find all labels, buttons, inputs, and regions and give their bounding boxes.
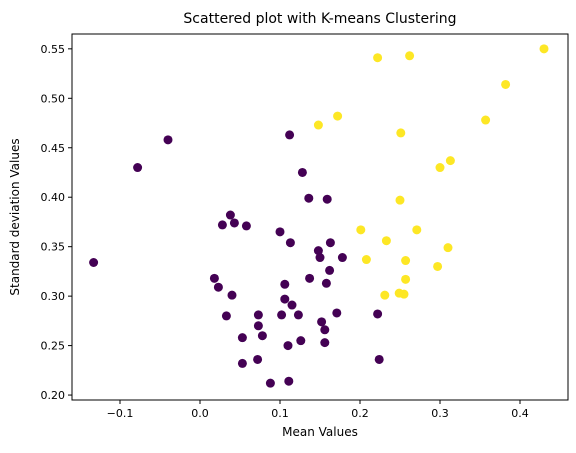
data-point-cluster-1 xyxy=(399,289,409,299)
data-point-cluster-0 xyxy=(89,258,99,267)
data-point-cluster-0 xyxy=(241,221,251,231)
data-point-cluster-0 xyxy=(287,300,297,310)
y-tick-label: 0.35 xyxy=(41,241,66,254)
data-point-cluster-0 xyxy=(253,321,263,331)
x-tick-label: 0.0 xyxy=(191,407,209,420)
x-tick-label: 0.3 xyxy=(431,407,449,420)
points-layer xyxy=(89,44,549,388)
data-point-cluster-1 xyxy=(395,195,405,205)
data-point-cluster-0 xyxy=(374,354,384,364)
y-axis-label: Standard deviation Values xyxy=(8,138,22,295)
y-axis-ticks: 0.20 0.25 0.30 0.35 0.40 0.45 0.50 0.55 xyxy=(41,43,72,402)
x-tick-label: 0.2 xyxy=(351,407,369,420)
y-tick-label: 0.50 xyxy=(41,92,66,105)
x-tick-label: 0.1 xyxy=(271,407,289,420)
data-point-cluster-0 xyxy=(317,317,327,327)
data-point-cluster-1 xyxy=(313,120,323,130)
data-point-cluster-0 xyxy=(315,253,325,263)
data-point-cluster-0 xyxy=(227,290,237,300)
data-point-cluster-1 xyxy=(481,115,491,125)
y-tick-label: 0.40 xyxy=(41,191,66,204)
data-point-cluster-1 xyxy=(433,261,443,271)
data-point-cluster-0 xyxy=(313,246,323,256)
data-point-cluster-0 xyxy=(275,227,285,237)
data-point-cluster-0 xyxy=(221,311,231,321)
data-point-cluster-0 xyxy=(284,376,294,386)
data-point-cluster-0 xyxy=(283,341,293,351)
data-point-cluster-1 xyxy=(443,243,453,253)
y-tick-label: 0.20 xyxy=(41,389,66,402)
y-tick-label: 0.25 xyxy=(41,340,66,353)
data-point-cluster-0 xyxy=(163,135,173,145)
data-point-cluster-0 xyxy=(225,210,235,220)
data-point-cluster-0 xyxy=(209,273,219,283)
data-point-cluster-1 xyxy=(435,163,445,173)
data-point-cluster-1 xyxy=(412,225,422,235)
data-point-cluster-1 xyxy=(381,236,391,246)
data-point-cluster-0 xyxy=(213,282,223,292)
data-point-cluster-0 xyxy=(285,130,295,140)
data-point-cluster-0 xyxy=(305,273,315,283)
data-point-cluster-1 xyxy=(501,79,511,89)
x-axis-label: Mean Values xyxy=(282,425,358,439)
data-point-cluster-1 xyxy=(380,290,390,300)
data-point-cluster-0 xyxy=(320,325,330,335)
data-point-cluster-0 xyxy=(332,308,342,318)
data-point-cluster-0 xyxy=(237,358,247,368)
data-point-cluster-0 xyxy=(297,167,307,177)
data-point-cluster-0 xyxy=(229,218,239,228)
data-point-cluster-0 xyxy=(322,194,332,204)
data-point-cluster-0 xyxy=(325,238,335,248)
data-point-cluster-0 xyxy=(337,253,347,263)
data-point-cluster-0 xyxy=(320,338,330,348)
data-point-cluster-0 xyxy=(293,310,303,320)
data-point-cluster-0 xyxy=(280,294,290,304)
data-point-cluster-0 xyxy=(133,163,143,173)
data-point-cluster-0 xyxy=(325,265,335,275)
data-point-cluster-0 xyxy=(373,309,383,319)
data-point-cluster-1 xyxy=(401,256,411,266)
data-point-cluster-1 xyxy=(405,51,415,61)
data-point-cluster-1 xyxy=(333,111,343,121)
x-axis-ticks: −0.1 0.0 0.1 0.2 0.3 0.4 xyxy=(107,400,529,420)
y-tick-label: 0.45 xyxy=(41,142,66,155)
y-tick-label: 0.55 xyxy=(41,43,66,56)
x-tick-label: 0.4 xyxy=(511,407,529,420)
data-point-cluster-0 xyxy=(253,354,263,364)
data-point-cluster-1 xyxy=(445,156,455,166)
data-point-cluster-0 xyxy=(217,220,227,230)
data-point-cluster-0 xyxy=(296,336,306,346)
data-point-cluster-0 xyxy=(304,193,314,203)
data-point-cluster-1 xyxy=(373,53,383,63)
data-point-cluster-0 xyxy=(265,378,275,388)
y-tick-label: 0.30 xyxy=(41,290,66,303)
data-point-cluster-1 xyxy=(539,44,549,54)
data-point-cluster-1 xyxy=(356,225,366,235)
plot-area xyxy=(72,34,568,400)
data-point-cluster-0 xyxy=(285,238,295,248)
data-point-cluster-0 xyxy=(237,333,247,343)
data-point-cluster-0 xyxy=(280,279,290,289)
data-point-cluster-1 xyxy=(401,274,411,284)
data-point-cluster-1 xyxy=(396,128,406,138)
plot-frame xyxy=(71,33,569,401)
x-tick-label: −0.1 xyxy=(107,407,134,420)
data-point-cluster-0 xyxy=(321,278,331,288)
data-point-cluster-0 xyxy=(253,310,263,320)
data-point-cluster-1 xyxy=(361,255,371,265)
data-point-cluster-0 xyxy=(257,331,267,341)
data-point-cluster-0 xyxy=(277,310,287,320)
chart-title: Scattered plot with K-means Clustering xyxy=(183,11,456,27)
